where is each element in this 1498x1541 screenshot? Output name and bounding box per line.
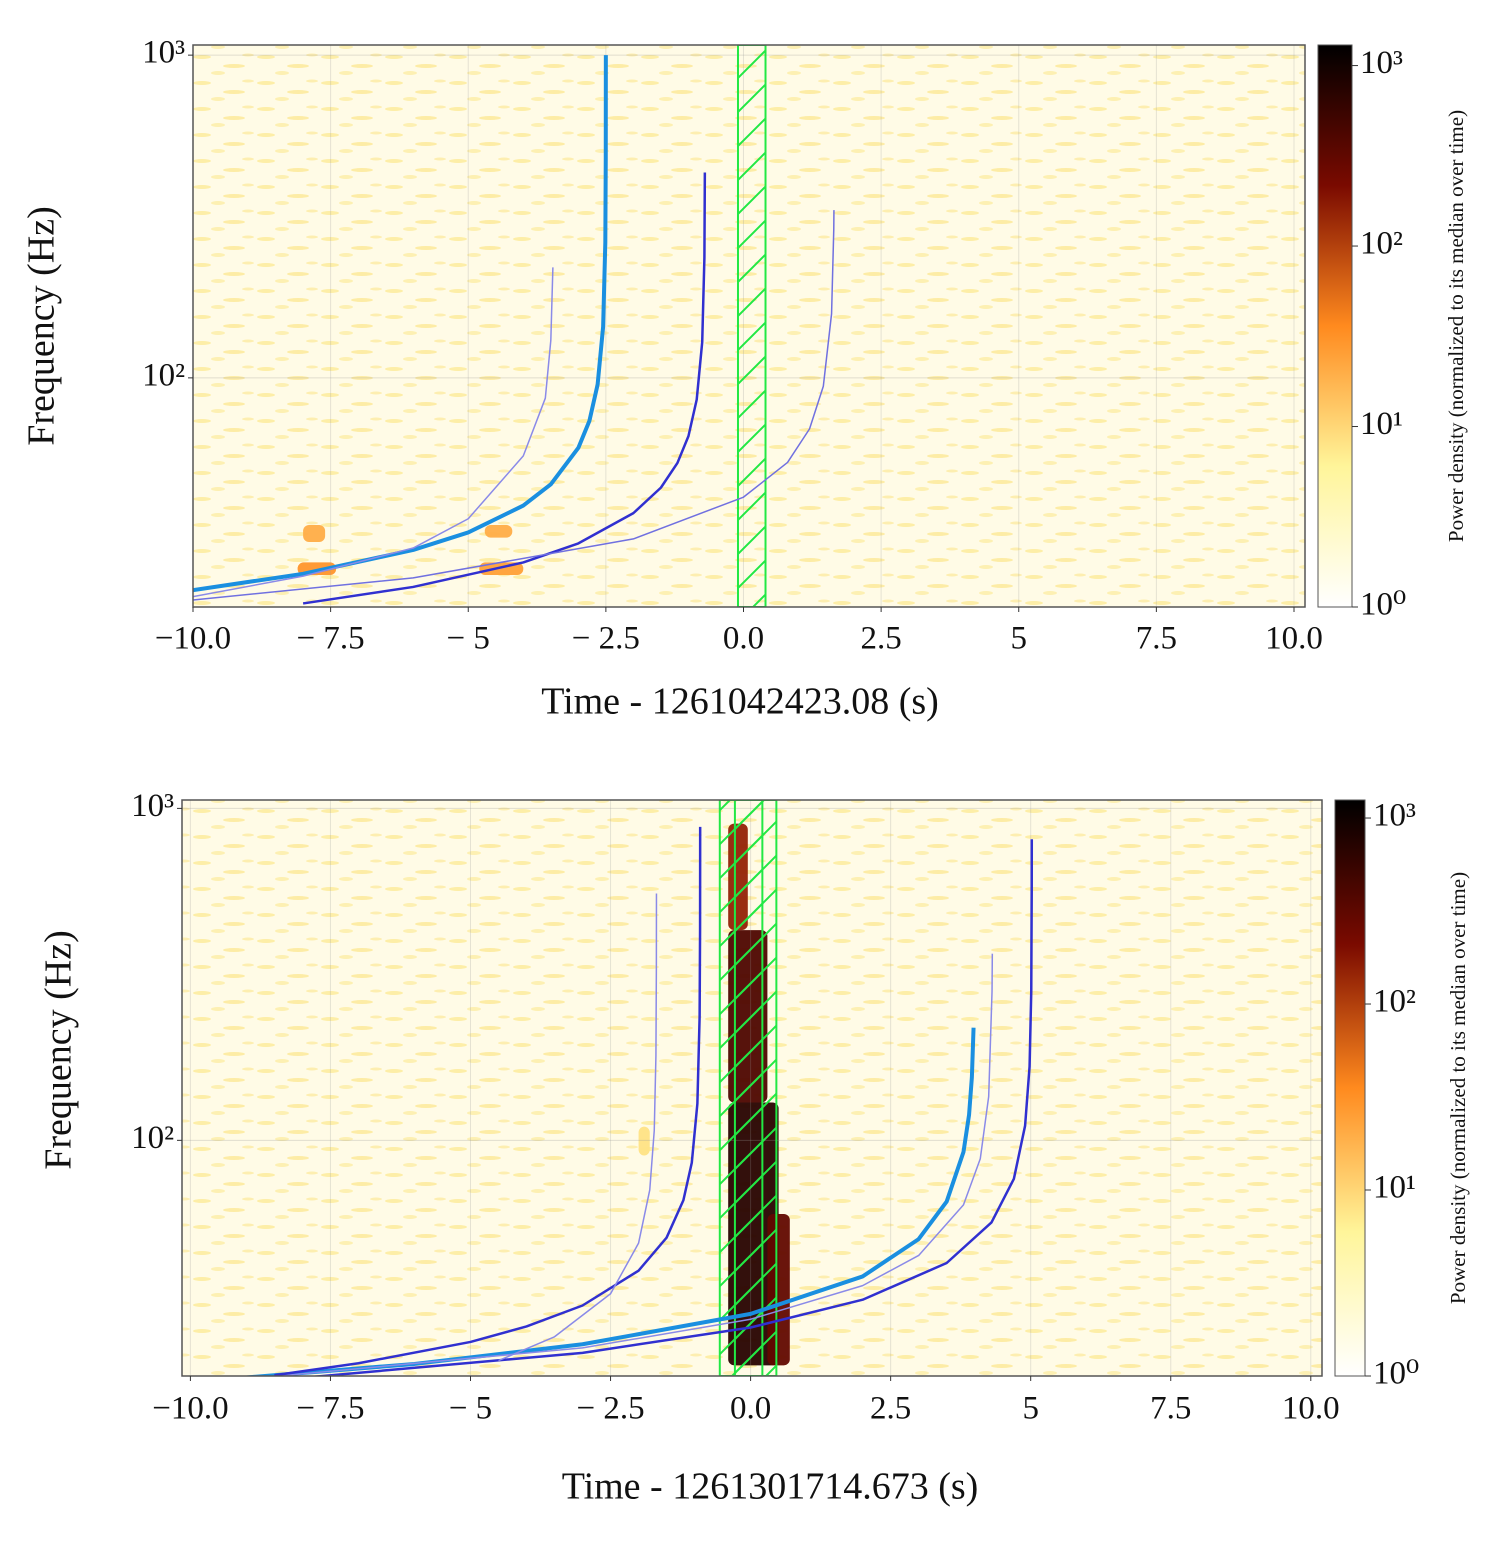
x-tick-label: 10.0 [1282,1391,1340,1427]
plot-frame [181,799,1323,1377]
y-tick-label: 10³ [142,35,185,71]
x-tick-label: −10.0 [155,621,231,657]
x-tick-label: 0.0 [730,1391,771,1427]
y-tick-label: 10² [131,1120,174,1156]
x-tick-label: 7.5 [1150,1391,1191,1427]
colorbar-tick-label: 10⁰ [1360,587,1406,623]
colorbar-tick-label: 10³ [1373,798,1416,834]
chirp-track [274,826,702,1376]
chirp-track [193,55,608,593]
spectrogram-panel: −10.0 − 7.5 − 5 − 2.5 0.0 2.5 5 7.5 10.0 10² 10³ Ti… [21,35,1468,723]
power-region [484,525,513,538]
y-tick-label: 10² [142,357,185,393]
colorbar-tick-label: 10³ [1360,45,1403,81]
x-tick-label: − 5 [449,1391,492,1427]
chirp-track [498,893,658,1362]
x-tick-label: 10.0 [1265,621,1323,657]
x-tick-label: − 5 [447,621,490,657]
hatched-band [733,800,778,1376]
colorbar-label: Power density (normalized to its median … [1446,872,1470,1304]
power-region [638,1126,650,1156]
colorbar-tick-label: 10² [1373,984,1416,1020]
x-tick-label: − 7.5 [296,1391,364,1427]
chirp-track [246,1027,976,1376]
x-axis-label: Time - 1261301714.673 (s) [562,1466,979,1508]
plot-frame [192,44,1306,608]
colorbar-tick-label: 10¹ [1373,1170,1416,1206]
x-tick-label: − 2.5 [576,1391,644,1427]
chirp-track [302,172,707,605]
plot-area [193,45,1305,607]
y-tick-label: 10³ [131,788,174,824]
colorbar [1334,799,1366,1377]
x-tick-label: 2.5 [860,621,901,657]
x-tick-label: − 7.5 [297,621,365,657]
y-axis-label: Frequency (Hz) [38,930,80,1170]
colorbar-label: Power density (normalized to its median … [1444,110,1468,542]
hatched-band [736,45,767,607]
x-tick-label: 2.5 [870,1391,911,1427]
x-tick-label: 5 [1022,1391,1039,1427]
colorbar-tick-label: 10⁰ [1373,1356,1419,1392]
chirp-track [308,839,1034,1376]
colorbar-tick-label: 10¹ [1360,406,1403,442]
spectrogram-panel: −10.0 − 7.5 − 5 − 2.5 0.0 2.5 5 7.5 10.0 10² 10³ Ti… [38,788,1470,1508]
colorbar [1317,44,1353,608]
chirp-track [193,210,835,601]
chirp-track [270,953,994,1376]
x-tick-label: −10.0 [152,1391,228,1427]
x-tick-label: 7.5 [1136,621,1177,657]
x-tick-label: 0.0 [723,621,764,657]
x-tick-label: − 2.5 [572,621,640,657]
colorbar-tick-label: 10² [1360,226,1403,262]
y-axis-label: Frequency (Hz) [21,206,63,446]
power-region [303,525,326,543]
x-axis-label: Time - 1261042423.08 (s) [541,681,939,723]
chirp-track [193,267,554,598]
plot-area [182,800,1322,1376]
x-tick-label: 5 [1010,621,1027,657]
